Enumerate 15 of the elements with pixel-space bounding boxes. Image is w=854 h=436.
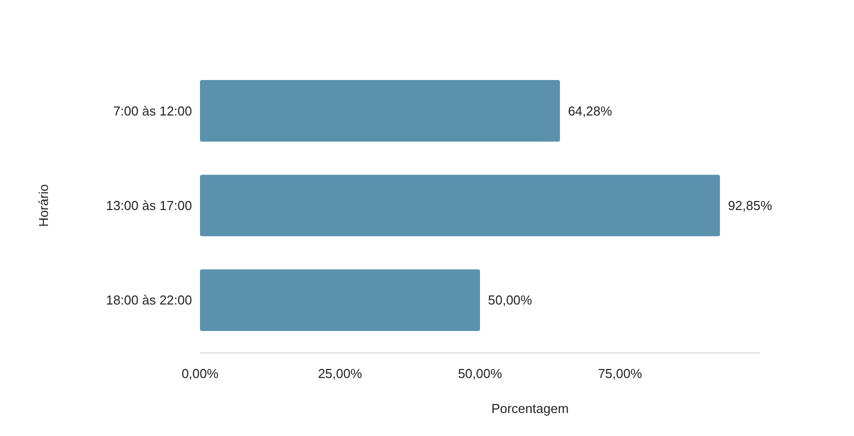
x-tick-label: 75,00% bbox=[598, 366, 642, 381]
data-label: 50,00% bbox=[488, 292, 533, 308]
x-tick-label: 0,00% bbox=[182, 366, 219, 381]
y-tick-label: 7:00 às 12:00 bbox=[113, 103, 192, 118]
bar bbox=[200, 269, 480, 331]
data-label: 92,85% bbox=[728, 198, 772, 214]
x-tick-label: 25,00% bbox=[318, 366, 362, 381]
y-axis-title: Horário bbox=[36, 184, 51, 227]
x-axis-title: Porcentagem bbox=[491, 401, 569, 416]
bar bbox=[200, 80, 560, 142]
y-tick-label: 13:00 às 17:00 bbox=[106, 198, 192, 214]
x-tick-label: 50,00% bbox=[458, 366, 502, 381]
y-tick-label: 18:00 às 22:00 bbox=[106, 292, 192, 308]
bar bbox=[200, 174, 720, 236]
data-label: 64,28% bbox=[568, 103, 612, 118]
